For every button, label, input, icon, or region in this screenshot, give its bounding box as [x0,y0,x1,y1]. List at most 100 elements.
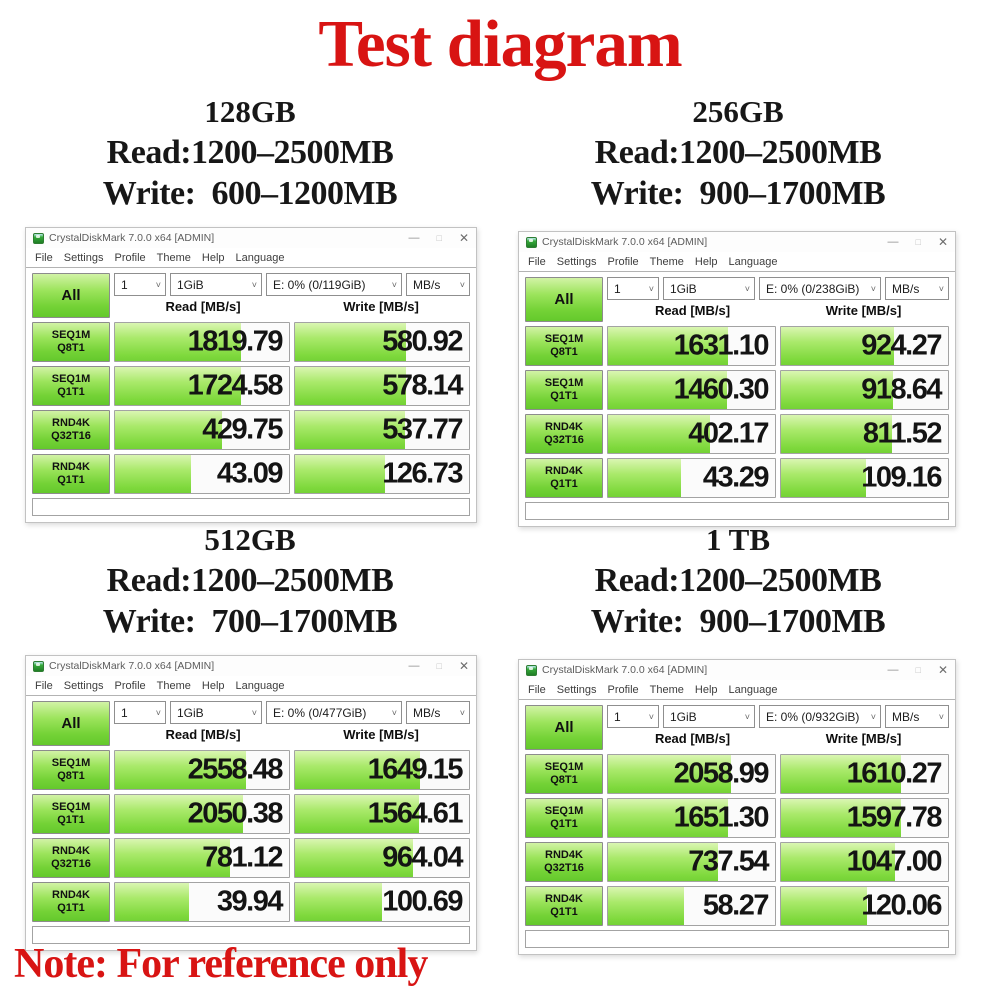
maximize-icon[interactable]: □ [915,236,921,247]
minimize-icon[interactable]: — [408,659,420,672]
menu-item-file[interactable]: File [35,251,53,264]
menu-item-help[interactable]: Help [201,679,225,692]
read-result-cell: 58.27 [607,886,776,926]
test-seq1m-q8t1-button[interactable]: SEQ1M Q8T1 [525,326,603,366]
menu-item-settings[interactable]: Settings [556,683,597,696]
test-rnd4k-q1t1-button[interactable]: RND4K Q1T1 [525,458,603,498]
comment-field[interactable] [32,498,470,516]
test-seq1m-q8t1-button[interactable]: SEQ1M Q8T1 [32,750,110,790]
minimize-icon[interactable]: — [887,663,899,676]
menu-item-help[interactable]: Help [694,255,718,268]
menu-item-language[interactable]: Language [728,683,778,696]
test-rnd4k-q32t16-button[interactable]: RND4K Q32T16 [32,410,110,450]
test-seq1m-q1t1-button[interactable]: SEQ1M Q1T1 [525,798,603,838]
menu-item-language[interactable]: Language [235,251,285,264]
test-seq1m-q1t1-button[interactable]: SEQ1M Q1T1 [525,370,603,410]
result-bar [295,455,386,493]
result-bar [295,795,420,833]
menu-item-help[interactable]: Help [694,683,718,696]
result-bar [295,367,406,405]
menu-item-profile[interactable]: Profile [607,683,639,696]
test-count-select[interactable]: 1 ˅ [607,705,659,728]
test-rnd4k-q32t16-button[interactable]: RND4K Q32T16 [525,414,603,454]
menu-item-file[interactable]: File [35,679,53,692]
test-rnd4k-q1t1-button[interactable]: RND4K Q1T1 [32,882,110,922]
test-seq1m-q1t1-button[interactable]: SEQ1M Q1T1 [32,794,110,834]
target-drive-select[interactable]: E: 0% (0/477GiB) ˅ [266,701,402,724]
result-bar [115,883,190,921]
test-rnd4k-q1t1-button[interactable]: RND4K Q1T1 [525,886,603,926]
crystaldiskmark-icon [526,236,537,248]
all-test-button[interactable]: All [32,701,110,746]
test-count-select[interactable]: 1 ˅ [114,273,166,296]
comment-field[interactable] [525,502,949,520]
read-value: 1819.79 [187,325,284,358]
menu-item-profile[interactable]: Profile [114,679,146,692]
benchmark-row-seq1m-q8t1: SEQ1M Q8T1 2558.48 1649.15 [32,750,470,790]
target-drive-select[interactable]: E: 0% (0/932GiB) ˅ [759,705,881,728]
target-drive-select[interactable]: E: 0% (0/238GiB) ˅ [759,277,881,300]
unit-select[interactable]: MB/s ˅ [406,701,470,724]
menu-item-settings[interactable]: Settings [556,255,597,268]
read-value: 737.54 [688,845,769,878]
result-bar [781,755,901,793]
minimize-icon[interactable]: — [408,231,420,244]
menu-item-help[interactable]: Help [201,251,225,264]
test-size-select[interactable]: 1GiB ˅ [663,277,755,300]
unit-value: MB/s [413,277,441,292]
read-result-cell: 1460.30 [607,370,776,410]
test-queue: Q1T1 [57,902,85,914]
unit-select[interactable]: MB/s ˅ [885,277,949,300]
all-test-button[interactable]: All [32,273,110,318]
comment-field[interactable] [32,926,470,944]
close-icon[interactable]: ✕ [937,662,948,677]
close-icon[interactable]: ✕ [458,658,469,673]
read-result-cell: 2050.38 [114,794,290,834]
all-test-button[interactable]: All [525,277,603,322]
test-size-select[interactable]: 1GiB ˅ [170,701,262,724]
test-seq1m-q8t1-button[interactable]: SEQ1M Q8T1 [32,322,110,362]
close-icon[interactable]: ✕ [937,234,948,249]
maximize-icon[interactable]: □ [915,664,921,675]
comment-field[interactable] [525,930,949,948]
result-bar [115,323,242,361]
menu-item-settings[interactable]: Settings [63,679,104,692]
menu-item-theme[interactable]: Theme [156,679,191,692]
test-count-select[interactable]: 1 ˅ [114,701,166,724]
read-column-header: Read [MB/s] [165,299,241,314]
target-drive-value: E: 0% (0/238GiB) [766,281,860,296]
test-size-select[interactable]: 1GiB ˅ [170,273,262,296]
menu-item-settings[interactable]: Settings [63,251,104,264]
maximize-icon[interactable]: □ [436,232,442,243]
test-name: RND4K [545,893,583,905]
menu-item-language[interactable]: Language [235,679,285,692]
unit-select[interactable]: MB/s ˅ [406,273,470,296]
test-seq1m-q8t1-button[interactable]: SEQ1M Q8T1 [525,754,603,794]
close-icon[interactable]: ✕ [458,230,469,245]
write-value: 109.16 [861,461,942,494]
test-count-select[interactable]: 1 ˅ [607,277,659,300]
test-rnd4k-q32t16-button[interactable]: RND4K Q32T16 [32,838,110,878]
menu-item-file[interactable]: File [528,683,546,696]
chevron-down-icon: ˅ [744,283,750,294]
menu-item-theme[interactable]: Theme [649,255,684,268]
target-drive-select[interactable]: E: 0% (0/119GiB) ˅ [266,273,402,296]
test-seq1m-q1t1-button[interactable]: SEQ1M Q1T1 [32,366,110,406]
test-rnd4k-q1t1-button[interactable]: RND4K Q1T1 [32,454,110,494]
all-test-button[interactable]: All [525,705,603,750]
menu-item-profile[interactable]: Profile [607,255,639,268]
menu-item-language[interactable]: Language [728,255,778,268]
menu-item-theme[interactable]: Theme [649,683,684,696]
test-rnd4k-q32t16-button[interactable]: RND4K Q32T16 [525,842,603,882]
crystaldiskmark-icon [33,660,44,672]
crystaldiskmark-window: CrystalDiskMark 7.0.0 x64 [ADMIN] — □ ✕ … [25,227,477,523]
minimize-icon[interactable]: — [887,235,899,248]
test-size-value: 1GiB [670,709,697,724]
menu-item-profile[interactable]: Profile [114,251,146,264]
unit-select[interactable]: MB/s ˅ [885,705,949,728]
test-size-select[interactable]: 1GiB ˅ [663,705,755,728]
menu-item-theme[interactable]: Theme [156,251,191,264]
read-range-label: Read:1200–2500MB [594,562,882,599]
menu-item-file[interactable]: File [528,255,546,268]
maximize-icon[interactable]: □ [436,660,442,671]
